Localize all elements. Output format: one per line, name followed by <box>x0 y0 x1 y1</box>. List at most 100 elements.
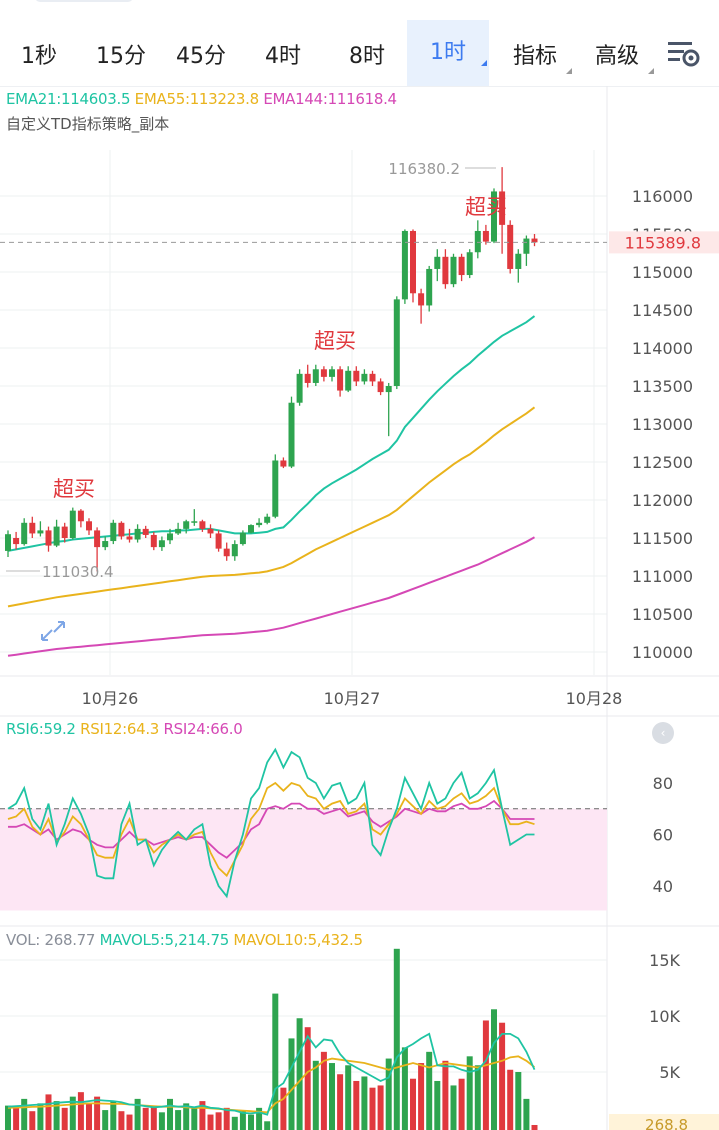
tab-4[interactable]: 8时 <box>338 38 396 72</box>
volume-bar <box>239 1111 246 1130</box>
vol-last-tag <box>609 1114 719 1130</box>
candle-body <box>515 253 522 269</box>
timeframe-toolbar: 1秒 15分 45分 4时 8时 1时 指标 高级 <box>0 0 719 87</box>
tab-0[interactable]: 1秒 <box>14 38 64 72</box>
vol-tick-label: 5K <box>659 1063 680 1082</box>
price-tick-label: 110000 <box>632 643 693 662</box>
dropdown-caret-icon <box>648 68 654 74</box>
price-tick-label: 111000 <box>632 567 693 586</box>
candle-body <box>175 528 182 534</box>
tab-label: 指标 <box>512 44 557 69</box>
mavol10-legend: MAVOL10:5,432.5 <box>233 931 363 949</box>
candle-body <box>94 530 101 548</box>
candle-body <box>256 522 263 526</box>
collapse-left-icon[interactable]: ‹ <box>652 722 674 744</box>
candle-body <box>272 460 279 517</box>
mavol5-line <box>7 1032 536 1116</box>
tab-5[interactable]: 1时 <box>407 20 489 86</box>
volume-bar <box>256 1107 263 1130</box>
tab-label: 15分 <box>96 44 146 69</box>
chart-settings-icon-svg <box>668 42 700 67</box>
vol-legend: VOL: 268.77 <box>6 931 96 949</box>
handle-pill <box>35 0 133 2</box>
ema55-line <box>7 406 536 608</box>
candle-body <box>531 238 538 243</box>
volume-bar <box>337 1074 344 1130</box>
candle-body <box>410 230 416 294</box>
vol-tick-label: 10K <box>649 1007 680 1026</box>
candle-body <box>353 370 360 382</box>
candle-body <box>61 526 68 538</box>
candle-body <box>5 534 11 551</box>
volume-bar <box>53 1101 60 1130</box>
rsi24-legend: RSI24:66.0 <box>163 720 243 738</box>
low-price-label: 111030.4 <box>42 563 114 581</box>
volume-bar <box>126 1114 133 1130</box>
price-tick-label: 115500 <box>632 225 693 244</box>
tab-6[interactable]: 指标 <box>500 38 572 74</box>
candle-body <box>134 528 141 540</box>
volume-bar <box>94 1096 101 1130</box>
volume-bar <box>69 1096 76 1130</box>
candle-body <box>418 293 425 306</box>
candle-body <box>288 402 295 467</box>
candle-body <box>239 532 246 545</box>
high-price-label: 116380.2 <box>388 160 460 178</box>
tab-7[interactable]: 高级 <box>582 38 654 74</box>
candle-body <box>450 256 457 285</box>
candle-body <box>231 544 238 557</box>
candle-body <box>45 530 52 546</box>
candle-body <box>191 521 198 523</box>
candle-body <box>53 526 60 546</box>
candle-body <box>21 522 28 545</box>
candle-body <box>345 370 352 391</box>
rsi-line-2 <box>8 799 535 859</box>
volume-bar <box>312 1060 319 1130</box>
vol-last-label: 268.8 <box>645 1116 688 1130</box>
rsi-line-1 <box>7 781 535 878</box>
candle-body <box>183 521 190 529</box>
ema55-legend: EMA55:113223.8 <box>134 90 260 108</box>
candle-body <box>458 256 465 276</box>
rsi-tick-label: 40 <box>653 877 673 896</box>
tab-1[interactable]: 15分 <box>86 38 156 72</box>
volume-bar <box>61 1107 68 1130</box>
mavol5-legend: MAVOL5:5,214.75 <box>99 931 230 949</box>
rsi12-legend: RSI12:64.3 <box>80 720 160 738</box>
volume-bar <box>167 1098 173 1130</box>
volume-bar <box>474 1065 481 1130</box>
chart-settings-icon[interactable] <box>666 38 702 70</box>
volume-bar <box>353 1080 360 1130</box>
date-tick-label: 10月26 <box>82 689 139 708</box>
candle-body <box>167 533 173 541</box>
candle-body <box>426 268 433 306</box>
candle-body <box>223 548 230 557</box>
tab-3[interactable]: 4时 <box>254 38 312 72</box>
volume-bar <box>191 1107 198 1130</box>
candle-body <box>264 516 271 523</box>
candle-body <box>280 460 287 467</box>
price-tick-label: 114000 <box>632 339 693 358</box>
candle-body <box>126 536 133 540</box>
volume-bar <box>264 1121 271 1130</box>
price-tick-label: 110500 <box>632 605 693 624</box>
volume-bar <box>134 1098 141 1130</box>
strategy-label: 自定义TD指标策略_副本 <box>6 115 170 133</box>
overbought-annotation: 超买 <box>314 329 356 353</box>
candle-body <box>523 238 530 254</box>
candle-body <box>466 252 473 276</box>
overbought-annotation: 超买 <box>53 477 95 501</box>
volume-bar <box>118 1111 125 1130</box>
tab-2[interactable]: 45分 <box>166 38 236 72</box>
price-tick-label: 112500 <box>632 453 693 472</box>
tab-label: 45分 <box>176 44 226 69</box>
volume-bar <box>272 993 279 1130</box>
candle-body <box>361 373 368 382</box>
volume-bar <box>458 1078 465 1130</box>
volume-bar <box>418 1063 425 1130</box>
price-tick-label: 113000 <box>632 415 693 434</box>
volume-bar <box>223 1107 230 1130</box>
candle-body <box>434 256 441 269</box>
candle-body <box>320 369 327 377</box>
